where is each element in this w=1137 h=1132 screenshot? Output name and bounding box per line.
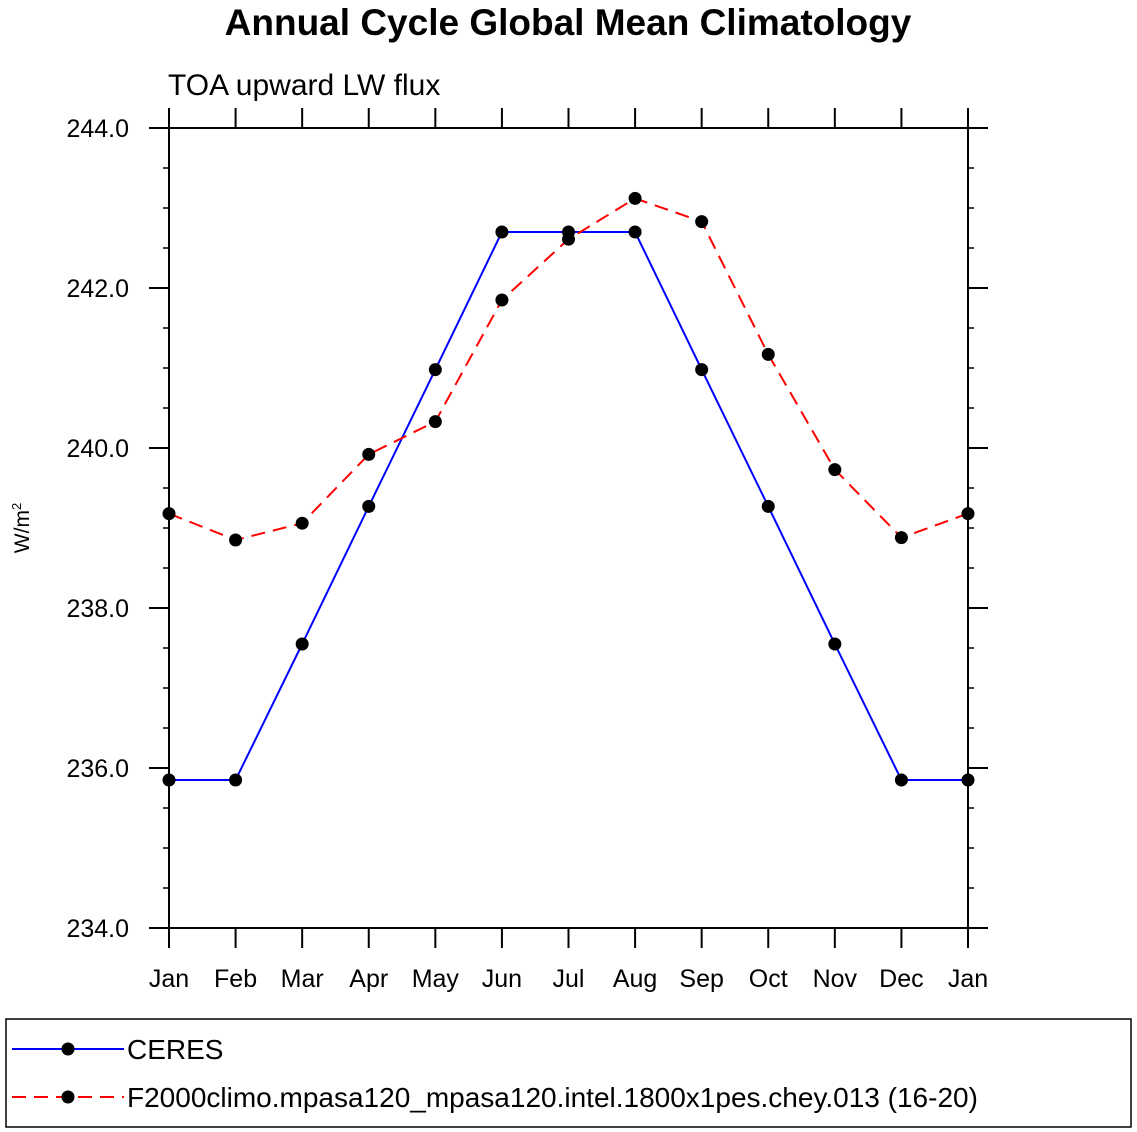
- x-tick-label: Mar: [281, 965, 324, 993]
- y-tick-label: 236.0: [66, 755, 129, 783]
- series-1-point: [362, 447, 376, 461]
- legend-label: F2000climo.mpasa120_mpasa120.intel.1800x…: [127, 1082, 978, 1113]
- series-0-point: [229, 773, 243, 787]
- y-tick-label: 244.0: [66, 115, 129, 143]
- legend-items: CERES F2000climo.mpasa120_mpasa120.intel.…: [12, 1034, 978, 1113]
- series-0-point: [761, 499, 775, 513]
- series-1-point: [428, 415, 442, 429]
- series-1-point: [495, 293, 509, 307]
- x-tick-label: Jun: [482, 965, 522, 993]
- series-1-point: [229, 533, 243, 547]
- x-tick-label: Jan: [149, 965, 189, 993]
- legend-box: [5, 1018, 1132, 1128]
- legend-swatch-marker: [61, 1042, 75, 1056]
- plot-frame: [168, 127, 969, 929]
- x-tick-label: Oct: [749, 965, 788, 993]
- series-0-point: [828, 637, 842, 651]
- y-tick-labels: 234.0 236.0 238.0 240.0 242.0 244.0: [66, 115, 129, 943]
- series-1-point: [628, 191, 642, 205]
- series-1-point: [761, 347, 775, 361]
- legend-swatch-marker: [61, 1090, 75, 1104]
- series-1-point: [894, 531, 908, 545]
- series-0-point: [428, 363, 442, 377]
- series-1-point: [695, 215, 709, 229]
- y-tick-label: 234.0: [66, 915, 129, 943]
- y-tick-label: 242.0: [66, 275, 129, 303]
- series-0-point: [894, 773, 908, 787]
- y-tick-label: 240.0: [66, 435, 129, 463]
- chart-title: Annual Cycle Global Mean Climatology: [225, 2, 912, 43]
- x-tick-label: May: [412, 965, 460, 993]
- x-tick-label: Jan: [948, 965, 988, 993]
- x-tick-label: Apr: [349, 965, 388, 993]
- series-0-point: [695, 363, 709, 377]
- y-axis-label: W/m2: [9, 503, 34, 553]
- series-1-point: [295, 516, 309, 530]
- x-tick-label: Dec: [879, 965, 923, 993]
- series-0-point: [362, 499, 376, 513]
- series-0-point: [628, 225, 642, 239]
- series-1-point: [828, 463, 842, 477]
- legend: CERES F2000climo.mpasa120_mpasa120.intel.…: [5, 1018, 1132, 1128]
- major-ticks: [149, 108, 988, 948]
- series-1-point: [562, 232, 575, 246]
- series-lines: [168, 197, 969, 781]
- series-line-1: [168, 197, 969, 542]
- x-tick-label: Feb: [214, 965, 257, 993]
- series-0-point: [495, 225, 509, 239]
- chart-subtitle: TOA upward LW flux: [168, 69, 440, 102]
- x-tick-label: Nov: [813, 965, 858, 993]
- x-tick-label: Sep: [679, 965, 723, 993]
- x-tick-label: Aug: [613, 965, 657, 993]
- y-tick-label: 238.0: [66, 595, 129, 623]
- series-line-0: [169, 231, 968, 781]
- series-0-point: [295, 637, 309, 651]
- x-tick-label: Jul: [553, 965, 585, 993]
- series-markers: [162, 191, 975, 787]
- legend-label: CERES: [127, 1034, 223, 1065]
- x-tick-labels: Jan Feb Mar Apr May Jun Jul Aug Sep Oct Nov Dec Jan: [149, 965, 988, 993]
